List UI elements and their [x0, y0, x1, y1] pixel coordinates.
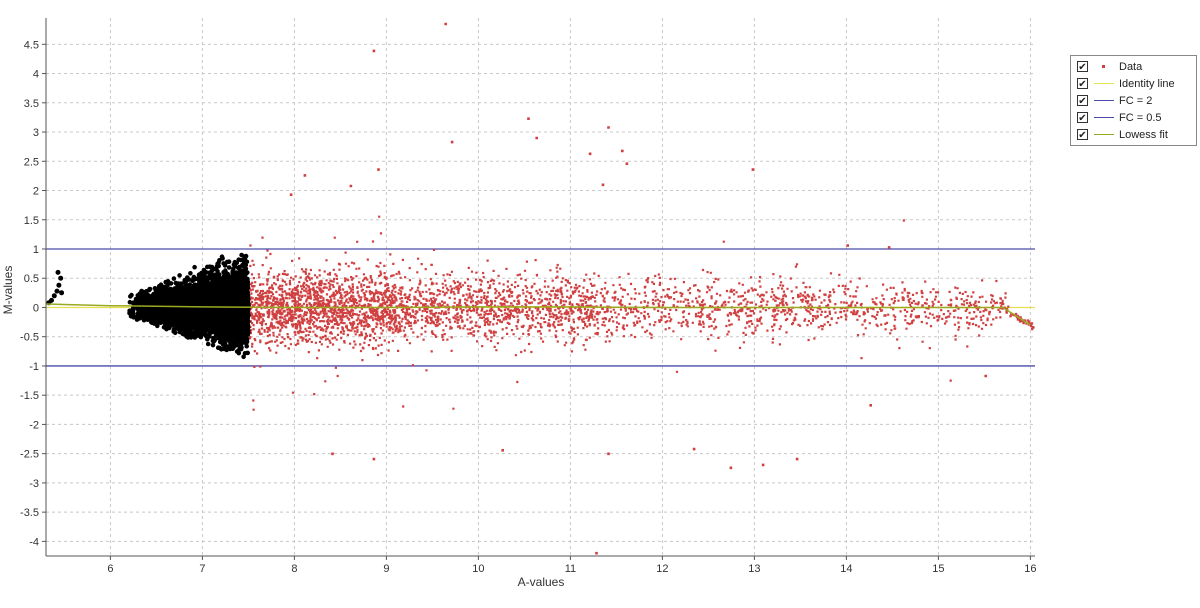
x-tick-label: 14	[840, 563, 852, 575]
line-marker-icon	[1093, 129, 1115, 140]
line-marker-icon	[1093, 95, 1115, 106]
y-tick-label: 1.5	[24, 215, 39, 227]
y-tick-label: -1.5	[20, 390, 39, 402]
y-tick-label: -0.5	[20, 332, 39, 344]
y-axis-title: M-values	[1, 266, 15, 315]
x-axis-title: A-values	[518, 575, 565, 589]
y-tick-label: -4	[29, 536, 39, 548]
legend-label-identity-line: Identity line	[1119, 77, 1175, 90]
legend-item-data[interactable]: ✔ Data	[1071, 58, 1196, 75]
x-tick-label: 11	[565, 563, 576, 575]
x-tick-label: 7	[199, 563, 205, 575]
lowess-fit-line	[45, 303, 1031, 326]
legend-checkbox-fc-2[interactable]: ✔	[1077, 95, 1088, 107]
ma-plot: 6 7 8 9 10 11 12 13 14 15 16 4.5 4 3.5 3 2.5 2 1.5 1 0.5 0 -…	[1, 18, 1037, 589]
legend-checkbox-identity-line[interactable]: ✔	[1077, 78, 1088, 90]
x-tick-label: 12	[656, 563, 668, 575]
y-tick-label: 4.5	[24, 39, 39, 51]
data-points-high-intensity	[248, 22, 1010, 555]
x-tick-label: 9	[383, 563, 389, 575]
legend-checkbox-lowess-fit[interactable]: ✔	[1077, 129, 1088, 141]
line-marker-icon	[1093, 78, 1115, 89]
legend-item-fc-2[interactable]: ✔ FC = 2	[1071, 92, 1196, 109]
x-tick-label: 15	[932, 563, 944, 575]
legend-label-lowess-fit: Lowess fit	[1119, 128, 1168, 141]
fit-lines	[45, 303, 1031, 326]
y-tick-label: 0.5	[24, 273, 39, 285]
x-tick-label: 10	[472, 563, 484, 575]
legend-item-fc-0-5[interactable]: ✔ FC = 0.5	[1071, 109, 1196, 126]
legend-checkbox-data[interactable]: ✔	[1077, 61, 1088, 73]
y-tick-label: 2	[33, 186, 39, 198]
y-tick-label: -2.5	[20, 449, 39, 461]
line-marker-icon	[1093, 112, 1115, 123]
x-tick-label: 13	[748, 563, 760, 575]
legend-checkbox-fc-0-5[interactable]: ✔	[1077, 112, 1088, 124]
y-tick-label: 3	[33, 127, 39, 139]
y-tick-label: -3	[29, 478, 39, 490]
legend-item-identity-line[interactable]: ✔ Identity line	[1071, 75, 1196, 92]
x-tick-label: 8	[291, 563, 297, 575]
legend: ✔ Data ✔ Identity line ✔ FC = 2 ✔ FC = 0…	[1070, 55, 1197, 146]
y-tick-label: 4	[33, 69, 39, 81]
y-tick-label: -2	[29, 419, 39, 431]
point-marker-icon	[1093, 61, 1115, 72]
x-axis-ticks: 6 7 8 9 10 11 12 13 14 15 16	[107, 556, 1037, 575]
y-tick-label: 3.5	[24, 98, 39, 110]
x-tick-label: 6	[107, 563, 113, 575]
y-tick-label: 0	[33, 302, 39, 314]
legend-label-fc-0-5: FC = 0.5	[1119, 111, 1162, 124]
y-tick-label: 2.5	[24, 156, 39, 168]
legend-label-data: Data	[1119, 60, 1143, 73]
x-tick-label: 16	[1024, 563, 1036, 575]
y-tick-label: -1	[29, 361, 39, 373]
legend-item-lowess-fit[interactable]: ✔ Lowess fit	[1071, 126, 1196, 143]
y-tick-label: 1	[33, 244, 39, 256]
y-axis-ticks: 4.5 4 3.5 3 2.5 2 1.5 1 0.5 0 -0.5 -1 -1.5 -2 -2.5 -3 -3…	[20, 39, 46, 548]
legend-label-fc-2: FC = 2	[1119, 94, 1153, 107]
y-tick-label: -3.5	[20, 507, 39, 519]
